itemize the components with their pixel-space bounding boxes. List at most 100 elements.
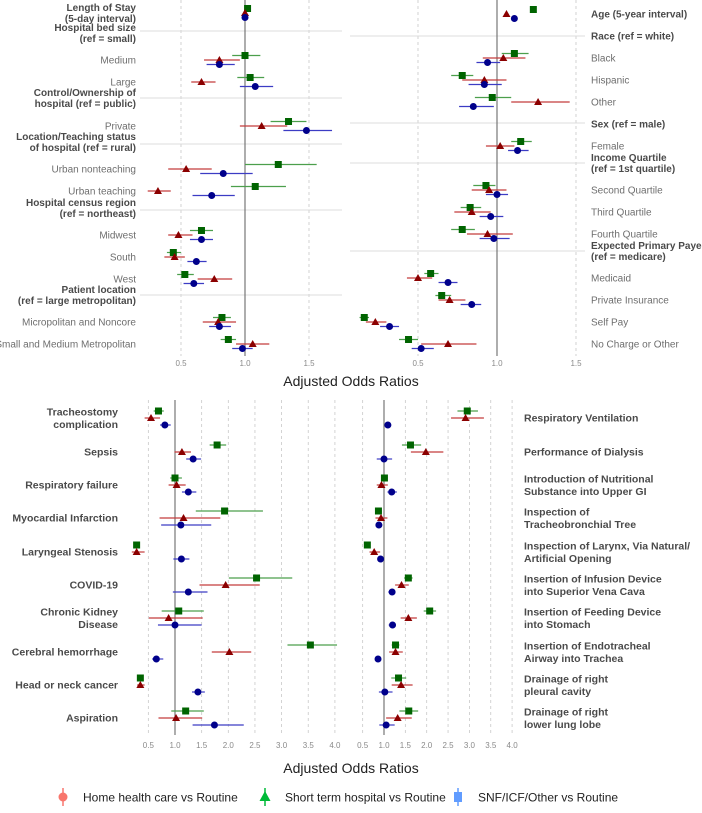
category-label: Private bbox=[105, 122, 137, 133]
x-tick-label: 1.5 bbox=[570, 359, 582, 368]
snf-point-circle bbox=[241, 14, 249, 21]
short-term-point-square bbox=[218, 314, 226, 321]
short-term-point-square bbox=[285, 118, 293, 125]
snf-point-circle bbox=[388, 488, 396, 496]
snf-point-circle bbox=[219, 170, 227, 177]
x-tick-label: 3.0 bbox=[276, 741, 288, 750]
snf-point-circle bbox=[177, 521, 185, 529]
snf-point-circle bbox=[380, 455, 388, 463]
variable-label: Respiratory failure bbox=[25, 480, 118, 492]
snf-point-circle bbox=[152, 655, 160, 663]
short-term-point-square bbox=[510, 50, 518, 57]
legend-square-icon bbox=[454, 792, 462, 802]
short-term-point-square bbox=[395, 674, 403, 682]
x-tick-label: 2.5 bbox=[249, 741, 261, 750]
home-health-point-triangle bbox=[393, 714, 402, 721]
home-health-point-triangle bbox=[461, 414, 470, 421]
legend-circle-icon bbox=[58, 792, 68, 802]
snf-point-circle bbox=[375, 521, 383, 529]
home-health-point-triangle bbox=[221, 581, 230, 588]
x-tick-label: 0.5 bbox=[357, 741, 369, 750]
short-term-point-square bbox=[182, 707, 190, 715]
x-tick-label: 1.0 bbox=[169, 741, 181, 750]
category-label: Hispanic bbox=[591, 76, 629, 87]
variable-label: Hospital bed size bbox=[54, 23, 136, 34]
variable-label: Income Quartile bbox=[591, 153, 667, 164]
short-term-point-square bbox=[458, 226, 466, 233]
row-11: South bbox=[110, 249, 207, 265]
home-health-point-triangle bbox=[397, 681, 406, 688]
snf-point-circle bbox=[480, 81, 488, 88]
x-tick-label: 1.5 bbox=[196, 741, 208, 750]
snf-point-circle bbox=[161, 421, 169, 429]
home-health-point-triangle bbox=[147, 414, 156, 421]
variable-label: Expected Primary Payer bbox=[591, 241, 702, 252]
row-15: Small and Medium Metropolitan bbox=[0, 336, 270, 352]
home-health-point-triangle bbox=[172, 714, 181, 721]
short-term-point-square bbox=[426, 607, 434, 615]
variable-label: Aspiration bbox=[66, 713, 118, 725]
home-health-point-triangle bbox=[225, 648, 234, 655]
category-label: Urban nonteaching bbox=[51, 165, 136, 176]
snf-point-circle bbox=[493, 191, 501, 198]
variable-label: Performance of Dialysis bbox=[524, 447, 644, 459]
x-tick-label: 0.5 bbox=[412, 359, 424, 368]
row-13: Patient location(ref = large metropolita… bbox=[18, 285, 136, 307]
row-8: Head or neck cancer bbox=[15, 674, 205, 696]
home-health-point-triangle bbox=[499, 54, 508, 61]
variable-label: (5-day interval) bbox=[65, 14, 136, 25]
home-health-point-triangle bbox=[174, 231, 183, 238]
row-6: Female bbox=[485, 138, 625, 154]
variable-label: Race (ref = white) bbox=[591, 32, 674, 43]
x-tick-label: 2.0 bbox=[223, 741, 235, 750]
short-term-point-square bbox=[463, 407, 471, 415]
short-term-point-square bbox=[197, 227, 205, 234]
variable-label: Cerebral hemorrhage bbox=[12, 647, 118, 659]
legend-label: Home health care vs Routine bbox=[83, 791, 238, 805]
short-term-point-square bbox=[404, 574, 412, 582]
variable-label: Length of Stay bbox=[67, 3, 137, 14]
short-term-point-square bbox=[181, 271, 189, 278]
row-1: Race (ref = white) bbox=[591, 32, 674, 43]
short-term-point-square bbox=[246, 74, 254, 81]
category-label: Medium bbox=[100, 56, 136, 67]
snf-point-circle bbox=[194, 688, 202, 696]
home-health-point-triangle bbox=[467, 208, 476, 215]
row-0: Length of Stay(5-day interval) bbox=[65, 3, 252, 25]
variable-label: Disease bbox=[78, 619, 118, 631]
row-13: Private Insurance bbox=[435, 292, 669, 308]
snf-point-circle bbox=[514, 147, 522, 154]
short-term-point-square bbox=[405, 707, 413, 715]
home-health-point-triangle bbox=[445, 296, 454, 303]
row-9: Hospital census region(ref = northeast) bbox=[26, 198, 136, 220]
home-health-point-triangle bbox=[172, 481, 181, 488]
variable-label: into Superior Vena Cava bbox=[524, 586, 645, 598]
snf-point-circle bbox=[171, 621, 179, 629]
category-label: Third Quartile bbox=[591, 208, 652, 219]
x-tick-label: 1.0 bbox=[491, 359, 503, 368]
snf-point-circle bbox=[238, 345, 246, 352]
row-4: Other bbox=[459, 94, 617, 110]
variable-label: Laryngeal Stenosis bbox=[22, 547, 118, 559]
snf-point-circle bbox=[381, 688, 389, 696]
home-health-point-triangle bbox=[153, 187, 162, 194]
variable-label: Respiratory Ventilation bbox=[524, 413, 638, 425]
legend-item-2: SNF/ICF/Other vs Routine bbox=[454, 788, 618, 806]
variable-label: (ref = large metropolitan) bbox=[18, 296, 136, 307]
row-1: Sepsis bbox=[84, 441, 227, 463]
row-14: Self Pay bbox=[359, 314, 628, 330]
variable-label: Insertion of Endotracheal bbox=[524, 640, 651, 652]
x-tick-label: 1.5 bbox=[400, 741, 412, 750]
short-term-point-square bbox=[175, 607, 183, 615]
snf-point-circle bbox=[384, 421, 392, 429]
short-term-point-square bbox=[136, 674, 144, 682]
snf-point-circle bbox=[251, 83, 259, 90]
short-term-point-square bbox=[133, 541, 141, 549]
snf-point-circle bbox=[208, 192, 216, 199]
